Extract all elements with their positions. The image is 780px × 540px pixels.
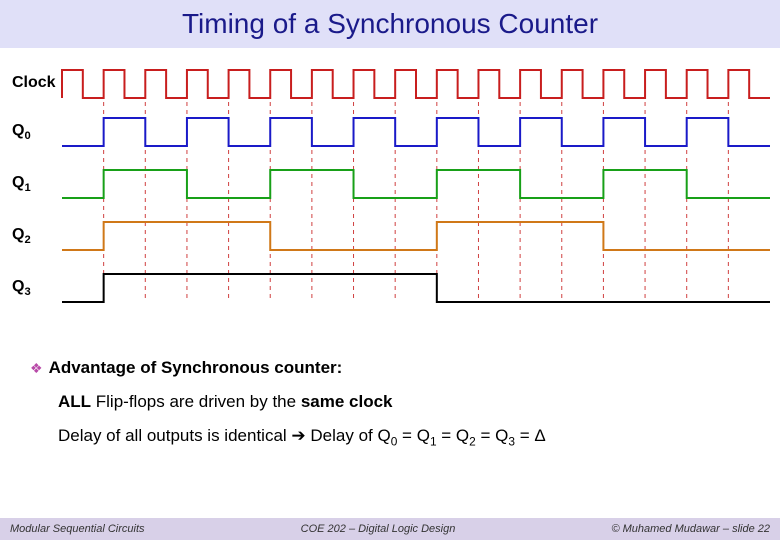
footer-right: © Muhamed Mudawar – slide 22 [611, 523, 770, 535]
sub1: 1 [430, 434, 437, 448]
timing-svg [0, 58, 780, 338]
diamond-icon: ❖ [30, 360, 43, 376]
line2-b: Delay of Q [306, 426, 391, 445]
sub2: 2 [469, 434, 476, 448]
eq2: = Q [437, 426, 470, 445]
signal-label-Q3: Q3 [12, 278, 31, 298]
delta: = Δ [515, 426, 546, 445]
signal-label-Clock: Clock [12, 74, 56, 92]
bullet-heading: ❖ Advantage of Synchronous counter: [30, 358, 750, 378]
line2-a: Delay of all outputs is identical [58, 426, 291, 445]
line1-bold: same clock [301, 392, 393, 411]
bullet-line-1: ALL Flip-flops are driven by the same cl… [58, 392, 750, 412]
bullet-line-2: Delay of all outputs is identical ➔ Dela… [58, 426, 750, 448]
line1-mid: Flip-flops are driven by the [91, 392, 301, 411]
eq1: = Q [397, 426, 430, 445]
slide-footer: Modular Sequential Circuits COE 202 – Di… [0, 518, 780, 540]
slide-title: Timing of a Synchronous Counter [0, 0, 780, 48]
signal-label-Q0: Q0 [12, 122, 31, 142]
arrow-icon: ➔ [291, 426, 305, 445]
line1-pre: ALL [58, 392, 91, 411]
timing-diagram: Clock Q0 Q1 Q2 Q3 [0, 58, 780, 338]
signal-label-Q1: Q1 [12, 174, 31, 194]
footer-left: Modular Sequential Circuits [10, 523, 145, 535]
eq3: = Q [476, 426, 509, 445]
heading-text: Advantage of Synchronous counter: [49, 358, 343, 377]
signal-label-Q2: Q2 [12, 226, 31, 246]
bullet-section: ❖ Advantage of Synchronous counter: ALL F… [30, 358, 750, 448]
footer-center: COE 202 – Digital Logic Design [301, 523, 456, 535]
